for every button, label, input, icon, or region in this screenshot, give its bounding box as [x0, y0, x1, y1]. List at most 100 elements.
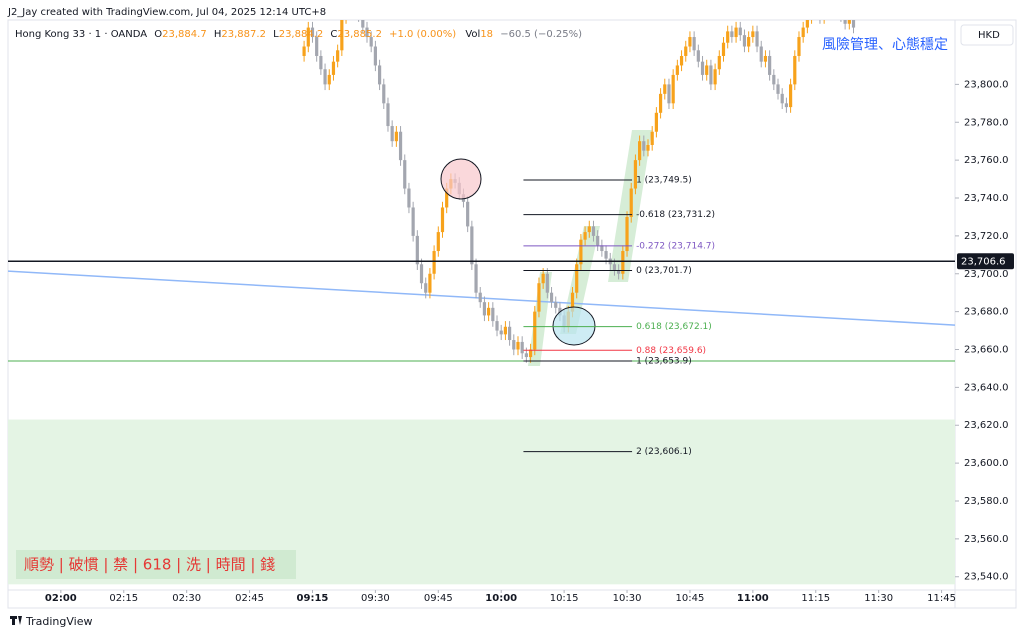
candle-body — [302, 46, 306, 56]
price-label-box — [957, 253, 1014, 270]
y-tick-label: 23,540.0 — [964, 572, 1009, 583]
candle-body — [742, 35, 747, 47]
candle-body — [537, 283, 541, 312]
x-tick-label: 11:00 — [737, 593, 769, 604]
x-tick-label: 09:45 — [424, 593, 453, 604]
candle-body — [353, 5, 356, 13]
candle-body — [835, 0, 838, 9]
ohlc-label: H — [214, 29, 222, 40]
ohlc-value: 23,885.2 — [337, 29, 382, 40]
candle-body — [524, 353, 528, 358]
candle-body — [499, 330, 503, 335]
ohlc-label: L — [273, 29, 279, 40]
x-tick-label: 11:30 — [864, 593, 893, 604]
candle-body — [839, 9, 842, 17]
candle-body — [642, 141, 646, 151]
candle-body — [801, 27, 805, 38]
candle-body — [520, 341, 524, 354]
candle-body — [667, 84, 671, 104]
candle-body — [306, 27, 310, 47]
candle-body — [377, 65, 382, 85]
currency-box[interactable] — [960, 24, 1014, 46]
candle-body — [717, 55, 721, 70]
y-tick-label: 23,780.0 — [964, 117, 1009, 128]
candle-body — [700, 61, 705, 75]
currency[interactable]: HKD — [978, 30, 1000, 41]
candle-body — [604, 251, 608, 259]
candle-body — [398, 131, 403, 161]
symbol-legend: Hong Kong 33 · 1 · OANDA O23,884.7 H23,8… — [15, 29, 582, 40]
price-label: 23,706.6 — [961, 256, 1006, 267]
candle-body — [327, 74, 331, 85]
candle-body — [349, 9, 352, 13]
x-tick-label: 02:45 — [235, 593, 264, 604]
candle-body — [415, 235, 419, 265]
candle-body — [315, 37, 319, 56]
candle-body — [814, 9, 817, 13]
candle-body — [587, 226, 591, 233]
candle-body — [512, 340, 516, 350]
candle-body — [684, 46, 688, 56]
symbol: Hong Kong 33 · 1 · OANDA — [15, 29, 147, 40]
ohlc-label: C — [330, 29, 337, 40]
candle-body — [759, 46, 763, 62]
candle-body — [390, 126, 394, 142]
vol: 18 — [480, 29, 493, 40]
candle-body — [705, 65, 709, 75]
candle-body — [851, 20, 856, 28]
candle-body — [633, 160, 638, 189]
y-tick-label: 23,660.0 — [964, 345, 1009, 356]
candle-body — [407, 188, 411, 208]
fib-label: 0.88 (23,659.6) — [636, 346, 706, 356]
candle-body — [554, 302, 558, 308]
candle-body — [491, 307, 495, 322]
candle-body — [533, 311, 537, 350]
candle-body — [336, 50, 340, 62]
candle-body — [516, 341, 520, 350]
candle-body — [784, 103, 789, 108]
candle-body — [768, 55, 772, 75]
y-tick-label: 23,760.0 — [964, 155, 1009, 166]
candle-body — [663, 84, 667, 94]
candle-body — [763, 55, 768, 62]
candle-body — [373, 46, 377, 66]
candle-body — [528, 349, 533, 358]
candle-body — [487, 307, 491, 316]
ohlc-value: 23,887.2 — [221, 29, 266, 40]
candle-body — [805, 20, 809, 28]
x-tick-label: 10:45 — [676, 593, 705, 604]
candle-body — [675, 65, 679, 75]
candle-body — [365, 27, 369, 38]
candle-body — [617, 269, 621, 274]
x-tick-label: 09:30 — [361, 593, 390, 604]
candle-body — [382, 84, 386, 104]
candle-body — [797, 37, 801, 56]
candle-body — [721, 42, 726, 56]
x-tick-label: 10:15 — [550, 593, 579, 604]
candle-body — [495, 321, 499, 331]
candle-body — [734, 27, 738, 38]
ohlc-label: O — [154, 29, 162, 40]
candle-body — [679, 55, 684, 66]
candle-body — [638, 141, 642, 161]
candle-body — [361, 20, 365, 28]
candle-body — [658, 93, 663, 113]
ohlc-value: 23,884.2 — [279, 29, 324, 40]
vol-change: −60.5 (−0.25%) — [500, 29, 582, 40]
candle-body — [478, 292, 482, 303]
candle-body — [696, 50, 700, 62]
candle-body — [793, 55, 797, 85]
candle-body — [654, 112, 658, 132]
y-tick-label: 23,740.0 — [964, 193, 1009, 204]
candle-body — [369, 37, 373, 47]
candle-body — [436, 232, 440, 252]
candle-body — [503, 326, 508, 335]
candle-body — [470, 226, 474, 265]
annotation: 風險管理、心態穩定 — [822, 37, 948, 53]
candle-body — [612, 264, 617, 270]
candle-body — [541, 273, 545, 284]
fib-label: 0.618 (23,672.1) — [636, 322, 712, 332]
highlight-circle — [440, 158, 482, 200]
candle-body — [319, 55, 323, 70]
